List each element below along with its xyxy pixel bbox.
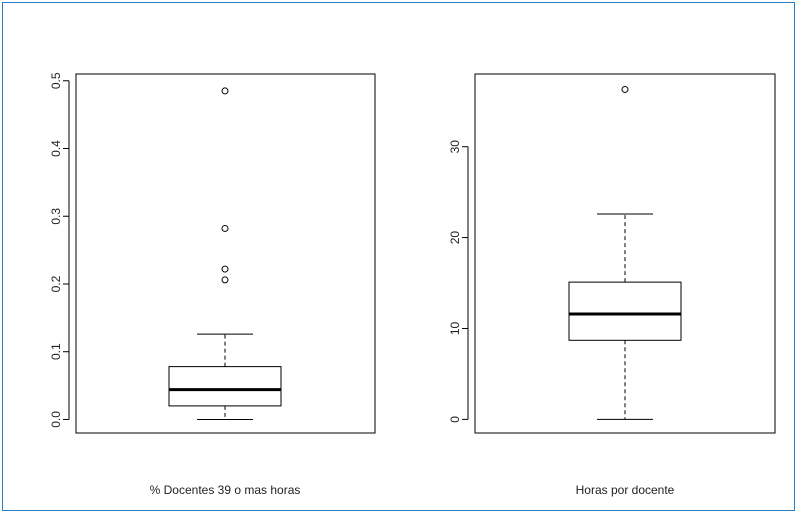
- y-tick-label: 10: [448, 321, 462, 335]
- panel-right: 0 10 20 30 Horas por docente: [448, 73, 776, 497]
- outlier-point: [621, 85, 629, 93]
- boxplot-left: [168, 87, 282, 420]
- boxplot-right: [568, 85, 682, 420]
- y-tick-label: 0.1: [49, 343, 63, 360]
- x-axis-label-right: Horas por docente: [576, 483, 675, 497]
- box-iqr: [568, 281, 682, 341]
- panel-left: 0.0 0.1 0.2 0.3 0.4 0.5 % Docentes 39 o mas h…: [49, 72, 376, 497]
- y-tick-label: 0.5: [49, 72, 63, 89]
- outlier-point: [221, 224, 229, 232]
- y-tick-label: 20: [448, 231, 462, 245]
- x-axis-label-left: % Docentes 39 o mas horas: [150, 483, 301, 497]
- plot-area-left: [75, 73, 376, 434]
- outlier-point: [221, 265, 229, 273]
- y-axis-left: 0.0 0.1 0.2 0.3 0.4 0.5: [49, 72, 70, 428]
- y-tick-label: 0.4: [49, 140, 63, 157]
- outlier-point: [221, 276, 229, 284]
- outlier-point: [221, 87, 229, 95]
- y-tick-label: 0: [448, 416, 462, 423]
- y-tick-label: 0.0: [49, 411, 63, 428]
- box-iqr: [168, 366, 282, 407]
- y-tick-label: 0.2: [49, 275, 63, 292]
- y-tick-label: 30: [448, 140, 462, 154]
- y-tick-label: 0.3: [49, 208, 63, 225]
- plot-area-right: [474, 73, 776, 434]
- y-axis-right: 0 10 20 30: [448, 140, 469, 423]
